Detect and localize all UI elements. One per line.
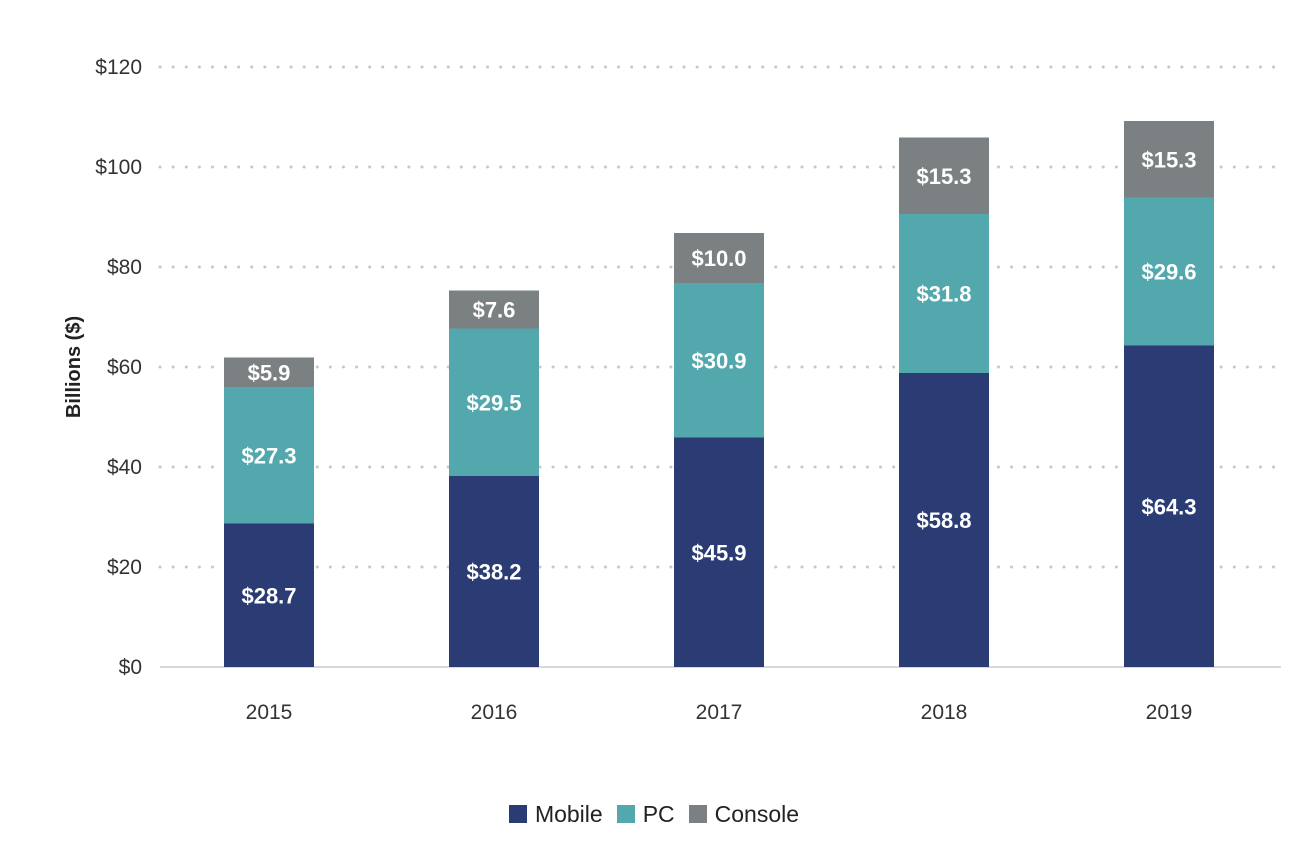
data-label: $7.6 (473, 298, 516, 323)
data-label: $29.6 (1141, 260, 1196, 285)
data-label: $28.7 (241, 583, 296, 608)
legend-label: PC (642, 800, 675, 827)
data-label: $15.3 (916, 164, 971, 189)
legend-item-pc: PC (616, 800, 675, 828)
bar-pc-2019 (1124, 197, 1214, 346)
y-axis-label: Billions ($) (63, 316, 85, 418)
legend-label: Mobile (534, 800, 603, 827)
data-label: $45.9 (691, 540, 746, 565)
x-axis-ticks: 2015 2016 2017 2018 2019 (246, 701, 1193, 724)
y-tick-label: $80 (107, 256, 142, 279)
bar-console-2017 (674, 233, 764, 283)
data-label: $29.5 (466, 390, 521, 415)
x-tick-label: 2019 (1146, 701, 1193, 724)
data-label: $58.8 (916, 508, 971, 533)
bar-console-2016 (449, 290, 539, 329)
x-tick-label: 2015 (246, 701, 293, 724)
y-tick-label: $60 (107, 356, 142, 379)
bar-pc-2018 (899, 214, 989, 373)
legend-item-mobile: Mobile (508, 800, 603, 828)
bar-mobile-2017 (674, 437, 764, 667)
y-tick-label: $40 (107, 456, 142, 479)
legend-label: Console (714, 800, 800, 827)
data-label: $15.3 (1141, 147, 1196, 172)
legend-swatch (508, 805, 527, 823)
data-label: $5.9 (248, 360, 291, 385)
data-label: $30.9 (691, 348, 746, 373)
x-tick-label: 2017 (696, 701, 743, 724)
x-tick-label: 2018 (921, 701, 968, 724)
bar-mobile-2019 (1124, 345, 1214, 667)
bar-pc-2016 (449, 328, 539, 476)
y-tick-label: $100 (95, 156, 142, 179)
data-label: $27.3 (241, 443, 296, 468)
bar-pc-2015 (224, 387, 314, 524)
bar-pc-2017 (674, 283, 764, 438)
data-label: $10.0 (691, 246, 746, 271)
legend: Mobile PC Console (0, 799, 1308, 829)
bar-mobile-2015 (224, 523, 314, 667)
bar-console-2019 (1124, 121, 1214, 198)
data-label: $31.8 (916, 282, 971, 307)
legend-swatch (688, 805, 707, 823)
y-tick-label: $120 (95, 56, 142, 79)
y-tick-label: $0 (119, 656, 142, 679)
legend-swatch (616, 805, 635, 823)
bar-mobile-2016 (449, 476, 539, 667)
y-axis-ticks: $0 $20 $40 $60 $80 $100 $120 (95, 56, 142, 679)
bar-console-2015 (224, 357, 314, 387)
bar-console-2018 (899, 137, 989, 214)
bars: $28.7 $27.3 $5.9 $38.2 $29.5 $7.6 $45.9 $30.9 $1… (224, 121, 1214, 667)
bar-mobile-2018 (899, 373, 989, 667)
data-label: $38.2 (466, 560, 521, 585)
y-tick-label: $20 (107, 556, 142, 579)
data-label: $64.3 (1141, 494, 1196, 519)
legend-item-console: Console (688, 800, 800, 828)
x-tick-label: 2016 (471, 701, 518, 724)
